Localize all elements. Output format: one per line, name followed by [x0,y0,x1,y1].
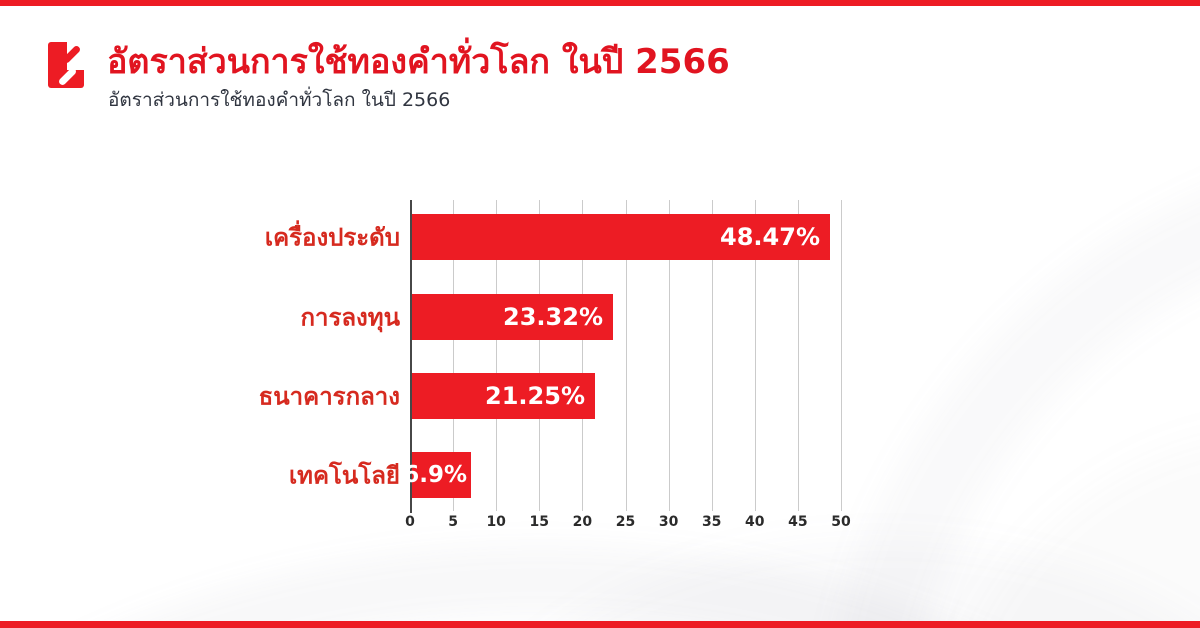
x-axis-tick-label: 25 [615,514,636,530]
bar-value-label: 6.9% [403,462,467,488]
gridline [668,200,670,511]
page-title-text: อัตราส่วนการใช้ทองคำทั่วโลก ในปี [107,42,636,82]
x-axis-tick-label: 15 [529,514,550,530]
x-axis-tick-label: 0 [405,514,415,530]
category-label: การลงทุน [300,303,400,332]
bar-2: 21.25% [412,373,595,419]
gridline [496,200,498,511]
page-title-year: 2566 [635,42,730,82]
bar-value-label: 23.32% [503,303,603,331]
category-label: ธนาคารกลาง [258,382,400,411]
category-label: เครื่องประดับ [264,223,400,252]
gridline [711,200,713,511]
bar-0: 48.47% [412,214,830,260]
bar-3: 6.9% [403,452,471,498]
brand-logo-icon [48,42,84,88]
category-label: เทคโนโลยี [288,461,400,490]
bar-value-label: 48.47% [720,223,820,251]
gridline [453,200,455,511]
gridline [797,200,799,511]
x-axis-tick-label: 20 [572,514,593,530]
x-axis-tick-label: 35 [701,514,722,530]
gridline [539,200,541,511]
bar-1: 23.32% [412,294,613,340]
x-axis-tick-label: 5 [448,514,458,530]
x-axis-tick-label: 40 [745,514,765,530]
x-axis-tick-label: 50 [831,514,851,530]
gridline [754,200,756,511]
x-axis-tick-label: 30 [658,514,679,530]
y-axis-line [410,200,412,513]
top-accent-bar [0,0,1200,6]
page-title: อัตราส่วนการใช้ทองคำทั่วโลก ในปี 2566 [107,34,1107,88]
gridline [582,200,584,511]
gridline [625,200,627,511]
bottom-accent-bar [0,621,1200,628]
x-axis-tick-label: 10 [486,514,506,530]
x-axis-tick-label: 45 [788,514,808,530]
gridline [841,200,842,511]
page-subtitle: อัตราส่วนการใช้ทองคำทั่วโลก ในปี 2566 [108,89,451,111]
bar-value-label: 21.25% [485,382,585,410]
